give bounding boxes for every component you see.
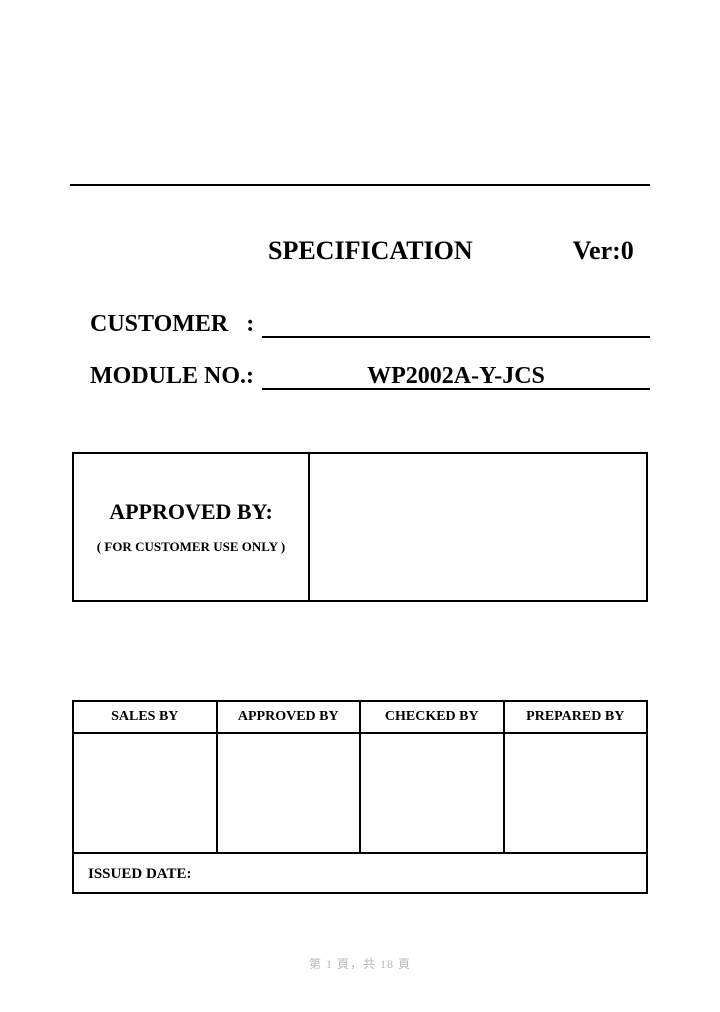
col-sales-by: SALES BY <box>74 702 218 732</box>
approved-note: ( FOR CUSTOMER USE ONLY ) <box>97 539 285 555</box>
module-row: MODULE NO.: WP2002A-Y-JCS <box>90 362 650 390</box>
module-underline: WP2002A-Y-JCS <box>262 362 650 390</box>
signature-header-row: SALES BY APPROVED BY CHECKED BY PREPARED… <box>74 702 646 732</box>
title-version: Ver:0 <box>573 236 634 266</box>
issued-date-row: ISSUED DATE: <box>74 852 646 892</box>
title-row: SPECIFICATION Ver:0 <box>268 236 648 266</box>
approved-left-cell: APPROVED BY: ( FOR CUSTOMER USE ONLY ) <box>74 454 310 600</box>
page: SPECIFICATION Ver:0 CUSTOMER : MODULE NO… <box>0 0 720 1012</box>
approved-right-cell <box>310 454 646 600</box>
cell-approved-by <box>218 734 362 852</box>
approved-box: APPROVED BY: ( FOR CUSTOMER USE ONLY ) <box>72 452 648 602</box>
approved-title: APPROVED BY: <box>109 499 273 525</box>
footer-page-number: 第 1 頁，共 18 頁 <box>0 955 720 972</box>
customer-underline <box>262 310 650 338</box>
signature-table: SALES BY APPROVED BY CHECKED BY PREPARED… <box>72 700 648 894</box>
cell-sales-by <box>74 734 218 852</box>
signature-body-row <box>74 732 646 852</box>
top-rule <box>70 184 650 186</box>
module-label: MODULE NO.: <box>90 363 254 390</box>
module-value: WP2002A-Y-JCS <box>367 363 545 389</box>
cell-checked-by <box>361 734 505 852</box>
col-prepared-by: PREPARED BY <box>505 702 647 732</box>
col-approved-by: APPROVED BY <box>218 702 362 732</box>
col-checked-by: CHECKED BY <box>361 702 505 732</box>
title-specification: SPECIFICATION <box>268 236 473 266</box>
customer-row: CUSTOMER : <box>90 310 650 338</box>
customer-label: CUSTOMER : <box>90 311 254 338</box>
cell-prepared-by <box>505 734 647 852</box>
